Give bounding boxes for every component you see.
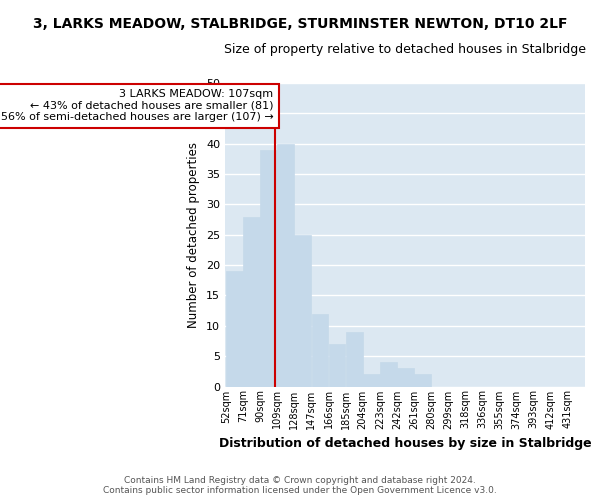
- Bar: [226, 271, 243, 386]
- Bar: [329, 344, 346, 387]
- Bar: [414, 374, 431, 386]
- Bar: [260, 150, 277, 386]
- Bar: [397, 368, 414, 386]
- Bar: [380, 362, 397, 386]
- X-axis label: Distribution of detached houses by size in Stalbridge: Distribution of detached houses by size …: [218, 437, 592, 450]
- Text: 3, LARKS MEADOW, STALBRIDGE, STURMINSTER NEWTON, DT10 2LF: 3, LARKS MEADOW, STALBRIDGE, STURMINSTER…: [33, 18, 567, 32]
- Bar: [363, 374, 380, 386]
- Bar: [311, 314, 328, 386]
- Bar: [295, 235, 311, 386]
- Bar: [277, 144, 294, 386]
- Y-axis label: Number of detached properties: Number of detached properties: [187, 142, 200, 328]
- Title: Size of property relative to detached houses in Stalbridge: Size of property relative to detached ho…: [224, 42, 586, 56]
- Text: 3 LARKS MEADOW: 107sqm
← 43% of detached houses are smaller (81)
56% of semi-det: 3 LARKS MEADOW: 107sqm ← 43% of detached…: [1, 89, 274, 122]
- Bar: [243, 216, 260, 386]
- Bar: [346, 332, 362, 386]
- Text: Contains HM Land Registry data © Crown copyright and database right 2024.
Contai: Contains HM Land Registry data © Crown c…: [103, 476, 497, 495]
